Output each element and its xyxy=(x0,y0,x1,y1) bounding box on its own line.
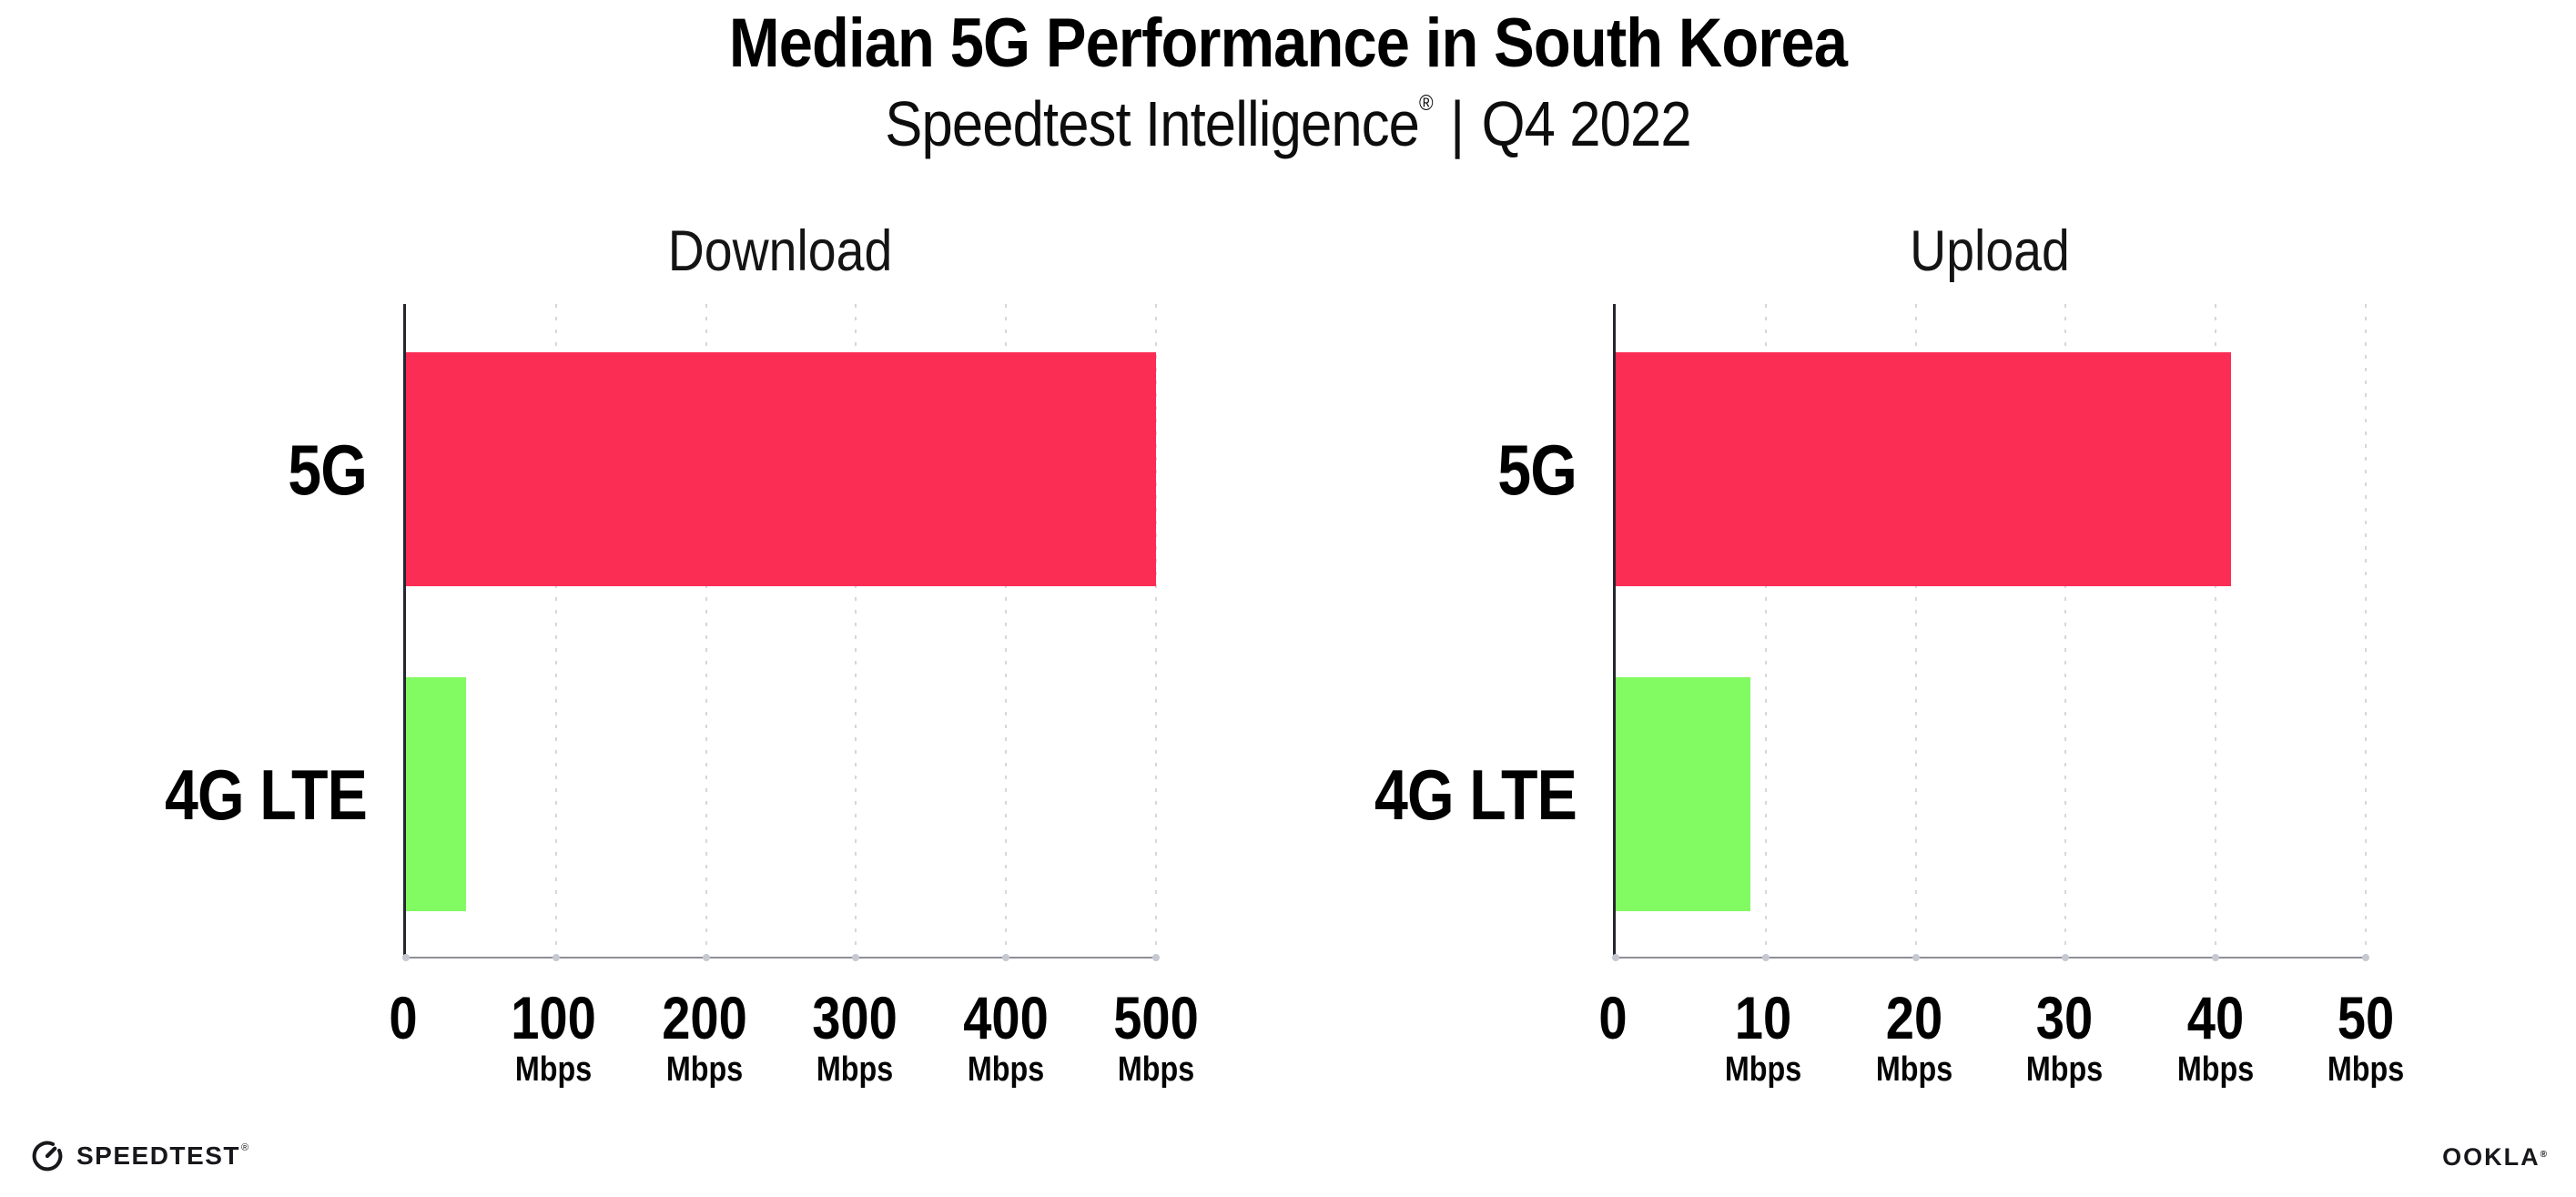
subtitle-brand: Speedtest Intelligence xyxy=(885,88,1420,159)
download-axis-tick-dot-500 xyxy=(1152,954,1160,961)
download-axis-tick-dot-400 xyxy=(1002,954,1010,961)
upload-x-tick-unit-20: Mbps xyxy=(1875,1050,1952,1089)
download-category-label-4g-lte: 4G LTE xyxy=(164,755,368,835)
download-x-tick-unit-500: Mbps xyxy=(1117,1050,1195,1089)
download-gridline-200 xyxy=(705,304,707,957)
download-bar-5g xyxy=(406,351,1156,587)
download-category-label-5g: 5G xyxy=(288,430,368,510)
download-x-tick-label-100: 100 xyxy=(511,984,597,1051)
upload-chart-title: Upload xyxy=(1910,219,2070,283)
download-plot-area xyxy=(402,304,1160,961)
upload-gridline-30 xyxy=(2064,304,2067,957)
ookla-registered-mark: ® xyxy=(2540,1150,2549,1160)
download-x-tick-unit-400: Mbps xyxy=(967,1050,1044,1089)
download-gridline-500 xyxy=(1155,304,1157,957)
download-axis-tick-dot-100 xyxy=(552,954,560,961)
download-axis-tick-dot-0 xyxy=(402,954,410,961)
download-x-tick-unit-300: Mbps xyxy=(816,1050,894,1089)
upload-axis-tick-dot-10 xyxy=(1761,954,1770,961)
speedtest-registered-mark: ® xyxy=(240,1142,249,1153)
upload-bar-5g xyxy=(1616,351,2231,587)
upload-x-tick-unit-30: Mbps xyxy=(2026,1050,2104,1089)
speedtest-logo: SPEEDTEST ® xyxy=(29,1136,248,1176)
download-x-tick-label-400: 400 xyxy=(962,984,1049,1051)
upload-x-tick-label-50: 50 xyxy=(2337,984,2395,1051)
download-gridline-100 xyxy=(554,304,557,957)
download-chart-title: Download xyxy=(667,219,893,283)
subtitle-period: Q4 2022 xyxy=(1481,88,1692,159)
upload-x-tick-unit-10: Mbps xyxy=(1725,1050,1802,1089)
upload-x-tick-label-10: 10 xyxy=(1735,984,1792,1051)
upload-x-tick-unit-50: Mbps xyxy=(2327,1050,2405,1089)
download-x-tick-label-300: 300 xyxy=(812,984,898,1051)
upload-axis-tick-dot-0 xyxy=(1612,954,1619,961)
upload-x-tick-unit-40: Mbps xyxy=(2176,1050,2254,1089)
upload-axis-tick-dot-30 xyxy=(2062,954,2070,961)
download-bar-4g-lte xyxy=(406,676,466,912)
upload-x-tick-label-30: 30 xyxy=(2035,984,2094,1051)
upload-gridline-20 xyxy=(1914,304,1917,957)
upload-axis-tick-dot-20 xyxy=(1912,954,1920,961)
ookla-logo: OOKLA® xyxy=(2442,1143,2549,1172)
upload-category-label-4g-lte: 4G LTE xyxy=(1374,755,1577,835)
download-x-tick-label-200: 200 xyxy=(661,984,747,1051)
page-subtitle: Speedtest Intelligence® | Q4 2022 xyxy=(155,87,2421,160)
upload-gridline-40 xyxy=(2215,304,2217,957)
speedtest-wordmark: SPEEDTEST xyxy=(76,1141,240,1170)
upload-x-tick-label-0: 0 xyxy=(1598,984,1628,1051)
upload-x-tick-label-20: 20 xyxy=(1885,984,1942,1051)
download-x-tick-label-500: 500 xyxy=(1113,984,1199,1051)
speedtest-gauge-icon xyxy=(32,1141,63,1172)
download-axis-tick-dot-300 xyxy=(852,954,860,961)
upload-axis-tick-dot-40 xyxy=(2212,954,2220,961)
download-x-tick-unit-200: Mbps xyxy=(665,1050,743,1089)
upload-plot-area xyxy=(1612,304,2369,961)
subtitle-separator: | xyxy=(1450,88,1465,159)
download-x-tick-unit-100: Mbps xyxy=(515,1050,593,1089)
download-gridline-400 xyxy=(1005,304,1008,957)
upload-gridline-10 xyxy=(1764,304,1767,957)
download-gridline-300 xyxy=(855,304,857,957)
upload-bar-4g-lte xyxy=(1616,676,1751,912)
page-title: Median 5G Performance in South Korea xyxy=(728,5,1848,82)
download-x-tick-label-0: 0 xyxy=(389,984,418,1051)
download-axis-tick-dot-200 xyxy=(702,954,710,961)
registered-mark: ® xyxy=(1419,91,1434,116)
upload-x-tick-label-40: 40 xyxy=(2186,984,2244,1051)
ookla-wordmark: OOKLA xyxy=(2442,1143,2541,1171)
upload-gridline-50 xyxy=(2365,304,2367,957)
upload-category-label-5g: 5G xyxy=(1497,430,1577,510)
upload-axis-tick-dot-50 xyxy=(2362,954,2369,961)
